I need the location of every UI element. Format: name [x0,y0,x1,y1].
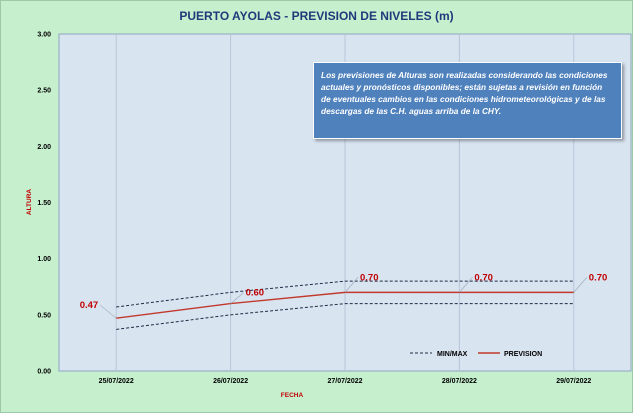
x-tick-label: 27/07/2022 [327,378,362,385]
y-tick-label: 1.00 [37,256,51,263]
legend: MIN/MAX PREVISION [410,351,542,358]
data-label-leader [344,277,359,293]
data-label-leader [100,304,117,319]
data-label: 0.70 [589,272,608,283]
y-tick-label: 2.50 [37,88,51,95]
x-tick-label: 29/07/2022 [556,378,591,385]
legend-prevision-label: PREVISION [504,351,542,358]
x-tick-label: 28/07/2022 [442,378,477,385]
y-axis-title: ALTURA [26,189,33,216]
data-label: 0.47 [80,300,99,311]
data-label: 0.70 [360,272,379,283]
legend-minmax-label: MIN/MAX [437,351,468,358]
series-minmax-max-line [116,280,574,308]
y-tick-label: 0.00 [37,369,51,376]
data-label: 0.70 [474,272,493,283]
x-axis-ticks: 25/07/2022 26/07/2022 27/07/2022 28/07/2022… [99,378,592,385]
y-tick-label: 0.50 [37,312,51,319]
data-label-leader [459,277,473,293]
series-minmax-min-line [116,303,574,330]
chart-title: PUERTO AYOLAS - PREVISION DE NIVELES (m) [179,9,454,23]
y-tick-label: 3.00 [37,32,51,39]
x-tick-label: 26/07/2022 [213,378,248,385]
data-labels: 0.47 0.60 0.70 0.70 0.70 [80,272,608,319]
y-tick-label: 2.00 [37,144,51,151]
data-label: 0.60 [246,288,265,299]
y-axis-ticks: 0.00 0.50 1.00 1.50 2.00 2.50 3.00 [37,32,51,376]
y-tick-label: 1.50 [37,200,51,207]
data-label-leader [230,292,244,304]
data-label-leader [573,277,588,293]
x-axis-title: FECHA [281,392,304,399]
x-tick-label: 25/07/2022 [99,378,134,385]
annotation-box: Los previsiones de Alturas son realizada… [313,62,622,139]
